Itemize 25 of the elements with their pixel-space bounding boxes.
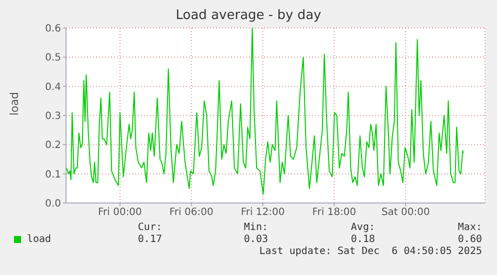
x-tick-label: Fri 00:00	[98, 207, 142, 218]
y-tick-label: 0.4	[45, 82, 61, 93]
text: Avg:	[350, 222, 375, 233]
chart-title: Load average - by day	[174, 8, 322, 23]
y-tick-label: 0.3	[45, 111, 61, 122]
text: Last update: Sat Dec 6 04:50:05 2025	[259, 246, 482, 257]
text: Cur:	[138, 222, 162, 233]
x-tick-label: Fri 12:00	[240, 207, 285, 218]
x-tick-label: Fri 06:00	[169, 207, 214, 218]
y-tick-label: 0.2	[45, 140, 61, 152]
text: Min:	[244, 222, 268, 233]
y-axis-title: load	[8, 92, 21, 116]
text: 0.03	[244, 234, 268, 245]
y-tick-label: 0.5	[45, 52, 61, 64]
legend-label: load	[26, 234, 52, 245]
y-tick-label: 0.6	[45, 24, 61, 35]
line-series	[66, 28, 464, 195]
text: 0.18	[350, 234, 375, 245]
text: 0.17	[138, 234, 162, 245]
x-tick-label: Sat 00:00	[381, 207, 430, 218]
text: Max:	[458, 222, 482, 233]
text: 0.60	[458, 234, 482, 245]
y-tick-label: 0.0	[45, 198, 61, 210]
y-tick-label: 0.1	[45, 169, 61, 180]
x-tick-label: Fri 18:00	[312, 207, 356, 218]
